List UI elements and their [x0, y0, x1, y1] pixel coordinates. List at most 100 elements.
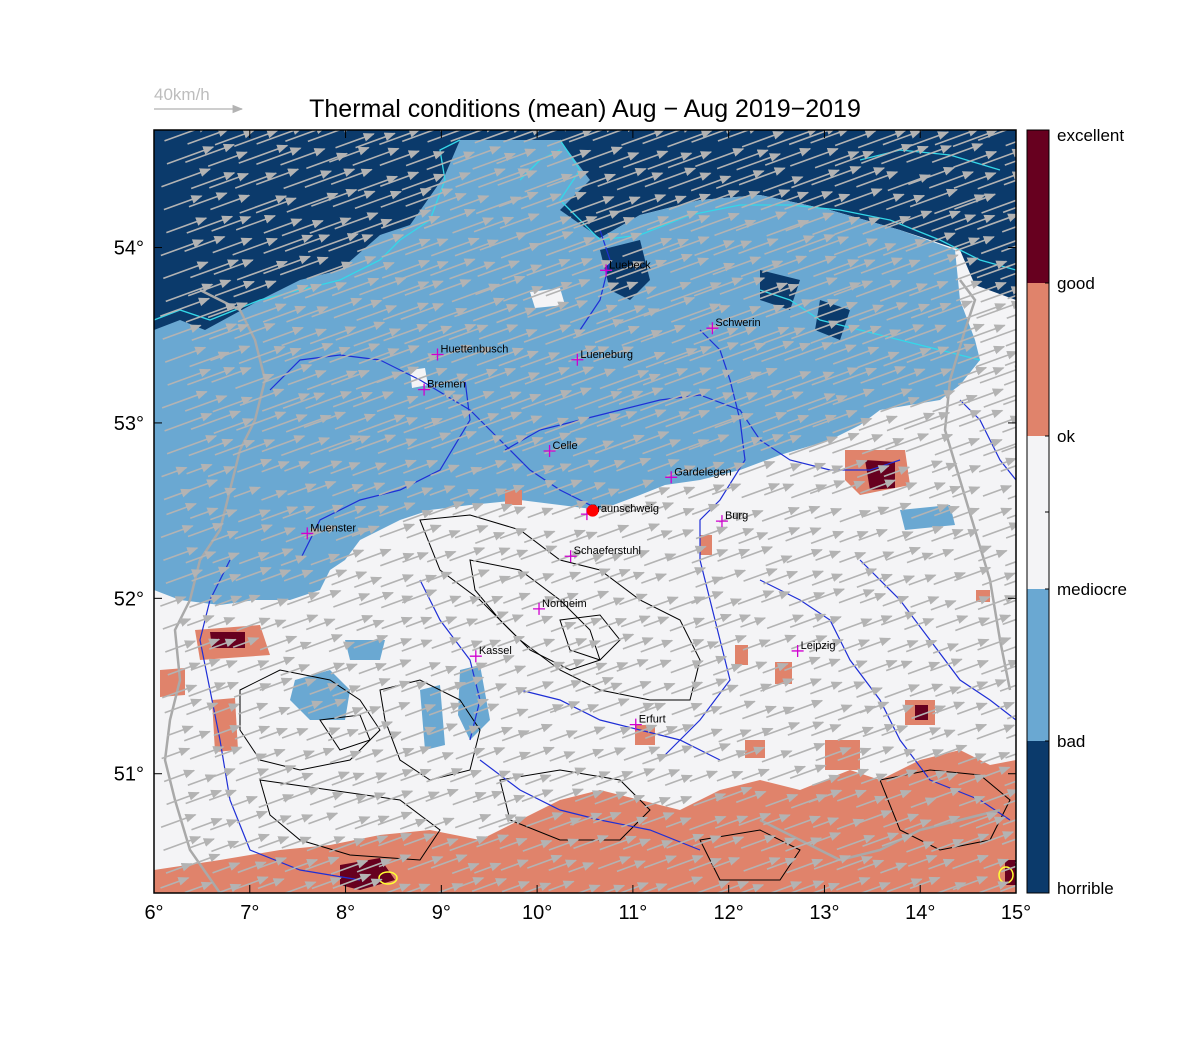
wind-arrow [808, 236, 850, 253]
wind-arrow [760, 191, 810, 211]
wind-arrow [379, 130, 421, 146]
wind-arrow [789, 764, 827, 780]
wind-arrow [907, 254, 959, 275]
wind-arrow [766, 706, 795, 719]
wind-arrow [596, 771, 634, 786]
wind-arrow [308, 346, 351, 364]
wind-arrow [166, 435, 218, 455]
wind-arrow [378, 481, 417, 496]
wind-arrow [451, 346, 494, 364]
wind-arrow [544, 387, 592, 406]
wind-arrow [598, 390, 644, 409]
wind-arrow [716, 770, 744, 782]
wind-arrow [263, 234, 314, 254]
wind-arrow [911, 504, 949, 519]
wind-arrow [715, 392, 758, 409]
wind-arrow [472, 391, 522, 411]
wind-arrow [477, 747, 506, 759]
wind-arrow [477, 503, 513, 518]
wind-arrow [664, 367, 712, 386]
wind-arrow [400, 261, 449, 280]
wind-arrow [214, 746, 243, 758]
lon-tick-label: 10° [522, 902, 552, 924]
wind-arrow [424, 616, 458, 630]
wind-arrow [261, 506, 299, 521]
wind-arrow [713, 635, 747, 649]
wind-arrow [306, 370, 358, 391]
lat-tick-label: 51° [114, 764, 144, 786]
wind-arrow [283, 283, 323, 300]
wind-arrow [591, 488, 620, 500]
wind-arrow [309, 683, 340, 696]
wind-arrow [522, 638, 556, 652]
wind-arrow [381, 260, 431, 279]
wind-arrow [787, 721, 825, 736]
wind-arrow [599, 370, 650, 390]
wind-arrow [545, 279, 591, 297]
wind-arrow [791, 169, 840, 189]
wind-arrow [1002, 426, 1016, 433]
wind-arrow [813, 259, 860, 278]
wind-arrow [927, 300, 974, 319]
wind-arrow [331, 772, 365, 786]
wind-arrow [425, 172, 471, 190]
wind-arrow [233, 280, 277, 298]
wind-arrow [740, 326, 790, 346]
wind-arrow [736, 727, 774, 743]
wind-arrow [933, 257, 979, 275]
wind-arrow [189, 351, 230, 368]
wind-arrow [809, 282, 862, 303]
wind-arrow [543, 463, 572, 475]
wind-arrow [403, 417, 443, 434]
wind-arrow [354, 262, 395, 278]
wind-arrow [1001, 245, 1016, 253]
wind-arrow [647, 769, 681, 783]
wind-arrow [880, 397, 920, 413]
wind-arrow [642, 130, 694, 145]
wind-arrow [691, 503, 720, 516]
wind-arrow [767, 527, 801, 541]
wind-arrow [765, 299, 814, 318]
wind-arrow [569, 304, 618, 324]
wind-arrow [401, 215, 441, 232]
wind-arrow [521, 231, 574, 252]
wind-arrow [327, 728, 359, 742]
wind-arrow [351, 525, 380, 537]
wind-arrow [328, 641, 356, 653]
wind-arrow [719, 700, 756, 715]
wind-arrow [909, 683, 944, 697]
wind-arrow [525, 417, 570, 435]
wind-arrow [454, 596, 482, 608]
wind-arrow [164, 698, 203, 714]
wind-arrow [834, 188, 883, 207]
wind-arrow [712, 684, 739, 696]
wind-arrow [259, 706, 291, 720]
wind-arrow [1006, 514, 1016, 520]
wind-arrow [1004, 560, 1016, 567]
wind-arrow [789, 462, 827, 477]
wind-arrow [617, 373, 661, 391]
wind-arrow [910, 302, 952, 319]
colorbar-label-bad: bad [1057, 732, 1085, 751]
wind-arrow [383, 702, 411, 713]
wind-arrow [569, 531, 598, 544]
wind-arrow [1002, 206, 1016, 214]
wind-arrow [569, 413, 621, 434]
wind-arrow [761, 255, 808, 274]
wind-arrow [620, 216, 670, 235]
wind-arrow [786, 393, 836, 413]
wind-arrow [427, 130, 480, 143]
wind-arrow [645, 659, 672, 671]
wind-arrow [262, 326, 304, 343]
wind-arrow [234, 524, 273, 540]
wind-arrow [784, 342, 834, 362]
wind-arrow [1007, 495, 1016, 500]
wind-arrow [933, 572, 967, 586]
wind-arrow [934, 437, 981, 456]
wind-arrow [929, 729, 956, 741]
wind-arrow [430, 237, 480, 257]
wind-arrow [979, 365, 1016, 384]
wind-arrow [358, 662, 387, 675]
wind-arrow [642, 439, 682, 455]
wind-arrow [809, 480, 846, 495]
